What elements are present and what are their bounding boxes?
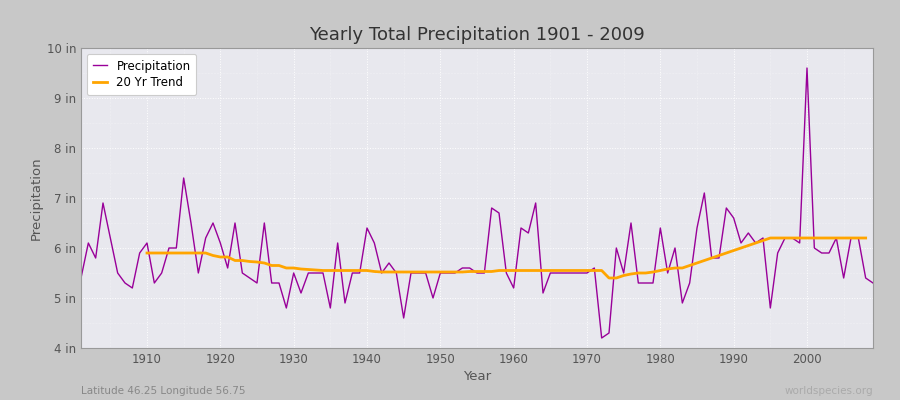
20 Yr Trend <box>860 236 871 240</box>
Precipitation <box>501 270 512 275</box>
Precipitation <box>295 290 306 295</box>
Precipitation <box>76 276 86 280</box>
Precipitation <box>802 66 813 70</box>
Precipitation <box>339 301 350 306</box>
20 Yr Trend <box>501 268 512 273</box>
20 Yr Trend <box>141 250 152 256</box>
Y-axis label: Precipitation: Precipitation <box>30 156 42 240</box>
Line: Precipitation: Precipitation <box>81 68 873 338</box>
20 Yr Trend <box>765 236 776 240</box>
Precipitation <box>508 286 519 290</box>
Precipitation <box>134 250 145 256</box>
20 Yr Trend <box>332 268 343 273</box>
20 Yr Trend <box>362 268 373 273</box>
Precipitation <box>597 336 608 340</box>
Line: 20 Yr Trend: 20 Yr Trend <box>147 238 866 278</box>
Title: Yearly Total Precipitation 1901 - 2009: Yearly Total Precipitation 1901 - 2009 <box>309 26 645 44</box>
Text: worldspecies.org: worldspecies.org <box>785 386 873 396</box>
Precipitation <box>604 330 615 335</box>
20 Yr Trend <box>604 276 615 280</box>
20 Yr Trend <box>523 268 534 273</box>
20 Yr Trend <box>714 253 724 258</box>
X-axis label: Year: Year <box>463 370 491 383</box>
Legend: Precipitation, 20 Yr Trend: Precipitation, 20 Yr Trend <box>87 54 196 95</box>
Precipitation <box>868 281 878 286</box>
20 Yr Trend <box>310 268 321 272</box>
Text: Latitude 46.25 Longitude 56.75: Latitude 46.25 Longitude 56.75 <box>81 386 246 396</box>
